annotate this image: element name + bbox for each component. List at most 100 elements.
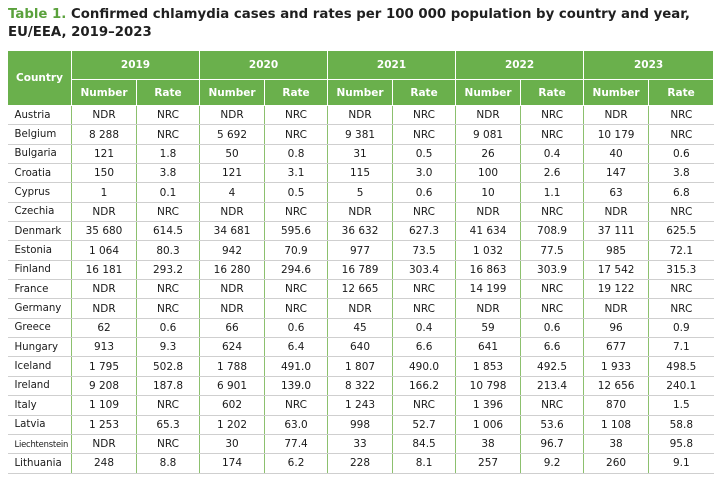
rate-cell: 0.4 (520, 144, 585, 165)
table-row: Austria NDR NRC NDR NRC NDR NRC NDR NRC NDR NRC (7, 105, 714, 126)
table-body: Austria NDR NRC NDR NRC NDR NRC NDR NRC NDR NRC Bel… (7, 105, 714, 474)
rate-cell: 95.8 (648, 434, 714, 455)
number-cell: 1 788 (199, 356, 266, 377)
header-year: 2020 (199, 50, 329, 80)
number-cell: NDR (583, 202, 650, 223)
rate-cell: 6.2 (264, 453, 329, 474)
number-cell: 37 111 (583, 221, 650, 242)
number-cell: 5 692 (199, 124, 266, 145)
number-cell: 228 (327, 453, 394, 474)
number-cell: 36 632 (327, 221, 394, 242)
rate-cell: 3.0 (392, 163, 457, 184)
rate-cell: 1.5 (648, 395, 714, 416)
number-cell: NDR (583, 105, 650, 126)
rate-cell: NRC (392, 395, 457, 416)
rate-cell: 9.3 (136, 337, 201, 358)
number-cell: NDR (455, 105, 522, 126)
number-cell: 16 789 (327, 260, 394, 281)
rate-cell: 0.6 (264, 318, 329, 339)
country-cell: Croatia (7, 163, 72, 184)
rate-cell: NRC (264, 202, 329, 223)
number-cell: 998 (327, 415, 394, 435)
rate-cell: 0.9 (648, 318, 714, 339)
number-cell: 985 (583, 240, 650, 261)
table-row: Ireland 9 208 187.8 6 901 139.0 8 322 166.2 10 … (7, 376, 714, 397)
table-row: Czechia NDR NRC NDR NRC NDR NRC NDR NRC NDR NRC (7, 202, 714, 223)
rate-cell: 0.6 (136, 318, 201, 339)
header-country: Country (7, 50, 72, 106)
rate-cell: 315.3 (648, 260, 714, 281)
number-cell: 9 381 (327, 124, 394, 145)
number-cell: 12 665 (327, 279, 394, 300)
rate-cell: NRC (392, 202, 457, 223)
rate-cell: 52.7 (392, 415, 457, 435)
rate-cell: NRC (264, 395, 329, 416)
table-row: Estonia 1 064 80.3 942 70.9 977 73.5 1 032 77.5 9… (7, 240, 714, 261)
number-cell: 16 863 (455, 260, 522, 281)
number-cell: 174 (199, 453, 266, 474)
rate-cell: NRC (648, 124, 714, 145)
rate-cell: 6.4 (264, 337, 329, 358)
number-cell: 1 109 (71, 395, 137, 416)
rate-cell: 72.1 (648, 240, 714, 261)
rate-cell: 498.5 (648, 356, 714, 377)
rate-cell: NRC (136, 202, 201, 223)
number-cell: 870 (583, 395, 650, 416)
number-cell: NDR (71, 202, 137, 223)
header-year: 2023 (583, 50, 715, 80)
number-cell: NDR (327, 202, 394, 223)
rate-cell: 0.5 (264, 182, 329, 203)
country-cell: Italy (7, 395, 72, 416)
number-cell: 147 (583, 163, 650, 184)
rate-cell: 213.4 (520, 376, 585, 397)
number-cell: 17 542 (583, 260, 650, 281)
number-cell: 9 081 (455, 124, 522, 145)
number-cell: NDR (71, 105, 137, 126)
header-year: 2019 (70, 50, 201, 80)
rate-cell: NRC (136, 279, 201, 300)
number-cell: 9 208 (71, 376, 137, 397)
number-cell: 30 (199, 434, 266, 455)
rate-cell: 595.6 (264, 221, 329, 242)
rate-cell: 6.6 (392, 337, 457, 358)
number-cell: 100 (455, 163, 522, 184)
rate-cell: NRC (392, 279, 457, 300)
number-cell: 40 (583, 144, 650, 165)
number-cell: 66 (199, 318, 266, 339)
table-row: Germany NDR NRC NDR NRC NDR NRC NDR NRC NDR NRC (7, 298, 714, 319)
table-row: France NDR NRC NDR NRC 12 665 NRC 14 199 NRC 19 1… (7, 279, 714, 300)
rate-cell: 84.5 (392, 434, 457, 455)
header-rate: Rate (264, 79, 329, 106)
number-cell: NDR (199, 105, 266, 126)
rate-cell: 625.5 (648, 221, 714, 242)
rate-cell: 491.0 (264, 356, 329, 377)
country-cell: Germany (7, 298, 72, 319)
rate-cell: 303.4 (392, 260, 457, 281)
rate-cell: 627.3 (392, 221, 457, 242)
rate-cell: 492.5 (520, 356, 585, 377)
table-row: Italy 1 109 NRC 602 NRC 1 243 NRC 1 396 NRC 870 1.… (7, 395, 714, 416)
table-row: Cyprus 1 0.1 4 0.5 5 0.6 10 1.1 63 6.8 (7, 182, 714, 203)
rate-cell: 490.0 (392, 356, 457, 377)
number-cell: 1 006 (455, 415, 522, 435)
country-cell: Iceland (7, 356, 72, 377)
number-cell: NDR (583, 298, 650, 319)
rate-cell: NRC (136, 395, 201, 416)
rate-cell: 70.9 (264, 240, 329, 261)
table-row: Greece 62 0.6 66 0.6 45 0.4 59 0.6 96 0.9 (7, 318, 714, 339)
rate-cell: 0.8 (264, 144, 329, 165)
table-row: Liechtenstein NDR NRC 30 77.4 33 84.5 38 96.7 38 9… (7, 434, 714, 455)
rate-cell: 9.2 (520, 453, 585, 474)
number-cell: 1 202 (199, 415, 266, 435)
rate-cell: 7.1 (648, 337, 714, 358)
number-cell: 38 (455, 434, 522, 455)
number-cell: 45 (327, 318, 394, 339)
number-cell: NDR (199, 279, 266, 300)
number-cell: 63 (583, 182, 650, 203)
table-row: Belgium 8 288 NRC 5 692 NRC 9 381 NRC 9 081 NRC 1… (7, 124, 714, 145)
number-cell: NDR (71, 279, 137, 300)
country-cell: Lithuania (7, 453, 72, 474)
number-cell: 12 656 (583, 376, 650, 397)
number-cell: 10 798 (455, 376, 522, 397)
header-rate: Rate (135, 79, 201, 106)
